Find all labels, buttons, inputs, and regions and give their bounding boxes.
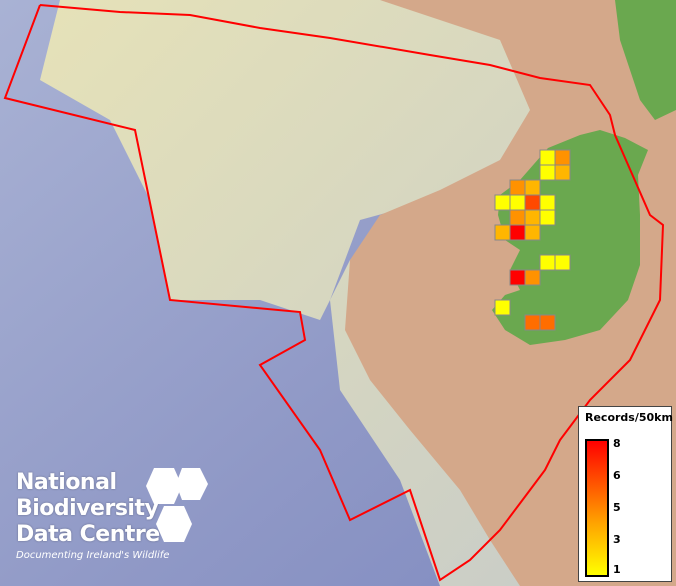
legend-tick: 1 xyxy=(613,563,621,576)
grid-cell[interactable] xyxy=(524,179,541,196)
legend: Records/50km 8 6 5 3 1 xyxy=(578,406,673,582)
legend-tick: 5 xyxy=(613,501,621,514)
grid-cell[interactable] xyxy=(554,254,571,271)
grid-cell[interactable] xyxy=(524,269,541,286)
logo-tagline: Documenting Ireland's Wildlife xyxy=(16,550,170,561)
grid-cell[interactable] xyxy=(509,179,526,196)
grid-cell[interactable] xyxy=(539,149,556,166)
legend-tick: 8 xyxy=(613,437,621,450)
grid-cell[interactable] xyxy=(509,224,526,241)
grid-cell[interactable] xyxy=(524,209,541,226)
grid-cell[interactable] xyxy=(509,209,526,226)
survey-boundary xyxy=(3,4,665,582)
grid-cell[interactable] xyxy=(524,224,541,241)
grid-cell[interactable] xyxy=(539,164,556,181)
legend-tick: 3 xyxy=(613,533,621,546)
grid-cell[interactable] xyxy=(539,194,556,211)
legend-tick: 6 xyxy=(613,469,621,482)
grid-cell[interactable] xyxy=(539,314,556,331)
logo-line: Biodiversity xyxy=(16,496,159,521)
grid-cell[interactable] xyxy=(539,254,556,271)
grid-cell[interactable] xyxy=(509,194,526,211)
grid-cell[interactable] xyxy=(494,194,511,211)
logo-line: National xyxy=(16,470,117,495)
grid-cell[interactable] xyxy=(554,149,571,166)
grid-cell[interactable] xyxy=(494,299,511,316)
legend-color-ramp xyxy=(585,439,609,577)
grid-cell[interactable] xyxy=(524,194,541,211)
nbdc-logo: National Biodiversity Data Centre Docume… xyxy=(16,468,208,561)
land-scotland xyxy=(615,0,676,120)
logo-line: Data Centre xyxy=(16,522,160,547)
legend-title: Records/50km xyxy=(585,411,673,424)
grid-cell[interactable] xyxy=(494,224,511,241)
grid-cell[interactable] xyxy=(539,209,556,226)
logo-emblem-icon xyxy=(146,468,208,542)
grid-cell[interactable] xyxy=(509,269,526,286)
grid-cell[interactable] xyxy=(524,314,541,331)
grid-cell[interactable] xyxy=(554,164,571,181)
